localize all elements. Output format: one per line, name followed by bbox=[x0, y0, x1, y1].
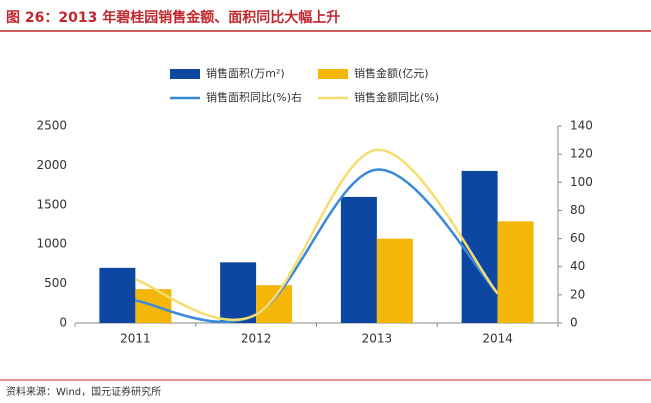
legend-swatch bbox=[170, 69, 200, 79]
legend-label: 销售面积同比(%)右 bbox=[206, 90, 302, 104]
bar bbox=[497, 221, 534, 323]
source: 资料来源：Wind，国元证券研究所 bbox=[6, 385, 161, 398]
bar bbox=[376, 238, 413, 323]
legend-swatch bbox=[318, 69, 348, 79]
y2-tick-label: 60 bbox=[570, 231, 585, 245]
y2-tick-label: 140 bbox=[570, 119, 593, 133]
x-tick-label: 2011 bbox=[120, 332, 151, 346]
y-tick-label: 500 bbox=[44, 276, 67, 290]
x-tick-label: 2012 bbox=[241, 332, 272, 346]
legend-label: 销售金额(亿元) bbox=[354, 66, 429, 80]
y-tick-label: 0 bbox=[59, 316, 67, 330]
y2-tick-label: 20 bbox=[570, 287, 585, 301]
x-tick-label: 2013 bbox=[362, 332, 393, 346]
bar bbox=[220, 262, 257, 323]
chart-title: 图 26：2013 年碧桂园销售金额、面积同比大幅上升 bbox=[6, 9, 340, 26]
y2-tick-label: 100 bbox=[570, 175, 593, 189]
x-tick-label: 2014 bbox=[482, 332, 513, 346]
y-tick-label: 2000 bbox=[36, 158, 67, 172]
y2-tick-label: 80 bbox=[570, 203, 585, 217]
y-tick-label: 2500 bbox=[36, 119, 67, 133]
y-tick-label: 1500 bbox=[36, 197, 67, 211]
y2-tick-label: 40 bbox=[570, 259, 585, 273]
legend-label: 销售金额同比(%) bbox=[354, 90, 439, 104]
y2-tick-label: 0 bbox=[570, 316, 578, 330]
y-tick-label: 1000 bbox=[36, 237, 67, 251]
line bbox=[135, 168, 499, 324]
y2-tick-label: 120 bbox=[570, 147, 593, 161]
line bbox=[134, 148, 499, 322]
bar bbox=[99, 267, 136, 323]
bar bbox=[256, 285, 293, 323]
legend-label: 销售面积(万m²) bbox=[206, 66, 285, 80]
bar bbox=[340, 196, 377, 323]
